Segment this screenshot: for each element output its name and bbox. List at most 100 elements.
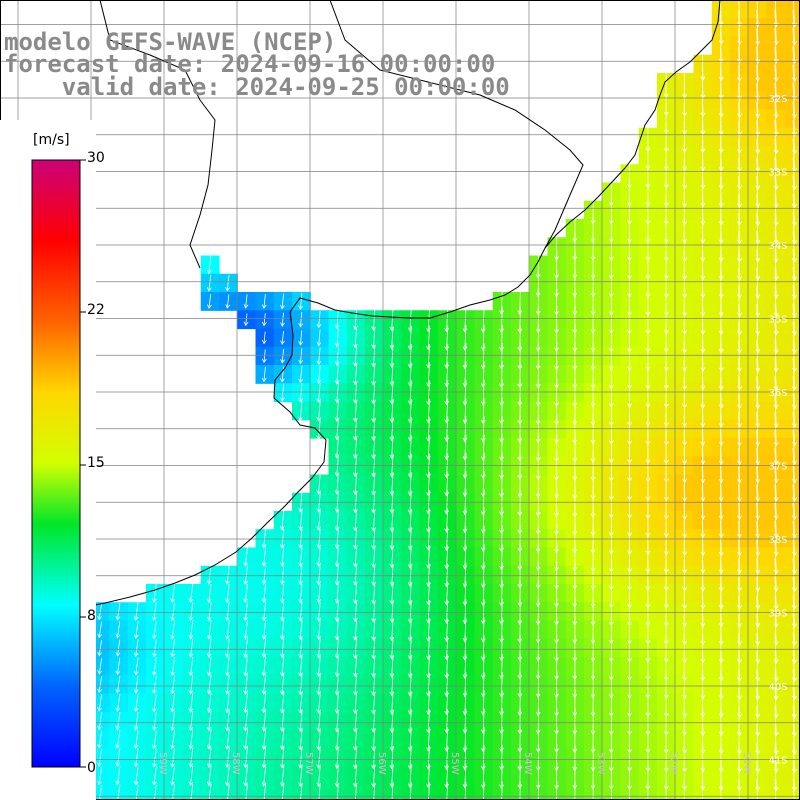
heatmap-cell: [784, 54, 800, 74]
heatmap-cell: [784, 237, 800, 257]
wind-arrow: [444, 544, 450, 570]
wind-arrow: [462, 343, 468, 370]
wind-arrow: [334, 346, 340, 366]
wind-arrow: [737, 46, 742, 82]
wind-arrow: [480, 397, 486, 425]
wind-arrow: [755, 101, 761, 137]
lon-label: 59W: [157, 752, 168, 775]
wind-arrow: [755, 120, 761, 154]
wind-arrow: [316, 311, 322, 329]
wind-arrow: [792, 230, 797, 263]
wind-arrow: [792, 46, 797, 82]
wind-arrow: [792, 157, 797, 191]
wind-arrow: [480, 507, 486, 534]
wind-arrow: [499, 361, 504, 388]
wind-arrow: [737, 521, 742, 557]
wind-arrow: [755, 46, 761, 82]
wind-arrow: [334, 546, 340, 568]
wind-arrow: [517, 506, 523, 535]
wind-arrow: [535, 487, 541, 517]
wind-arrow: [517, 342, 523, 370]
wind-arrow: [792, 212, 797, 245]
wind-arrow: [554, 542, 559, 572]
wind-arrow: [718, 84, 724, 118]
wind-arrow: [316, 347, 322, 366]
wind-arrow: [480, 361, 486, 388]
colorbar-tick-label: 22: [87, 302, 105, 318]
wind-arrow: [535, 543, 541, 571]
wind-arrow: [718, 286, 724, 317]
wind-arrow: [535, 269, 541, 297]
heatmap-cell: [784, 438, 800, 457]
heatmap-cell: [784, 693, 800, 713]
wind-arrow: [462, 507, 468, 534]
wind-arrow: [773, 267, 779, 299]
wind-arrow: [718, 231, 724, 263]
wind-arrow: [773, 340, 779, 373]
wind-arrow: [718, 47, 724, 82]
wind-arrow: [737, 466, 742, 502]
wind-arrow: [773, 429, 779, 466]
wind-arrow: [773, 484, 779, 520]
wind-arrow: [718, 521, 724, 557]
title-valid-date: valid date: 2024-09-25 00:00:00: [4, 73, 510, 101]
wind-arrow: [535, 360, 541, 389]
wind-arrow: [334, 364, 340, 385]
wind-arrow: [700, 121, 706, 154]
heatmap-cell: [784, 383, 800, 403]
wind-arrow: [773, 46, 779, 82]
wind-arrow: [261, 294, 267, 309]
wind-arrow: [462, 361, 468, 388]
wind-arrow: [718, 213, 724, 244]
wind-arrow: [480, 544, 486, 570]
wind-arrow: [792, 28, 797, 64]
heatmap-cell: [784, 18, 800, 38]
wind-arrow: [243, 313, 249, 327]
wind-arrow: [700, 484, 706, 520]
wind-arrow: [792, 101, 797, 137]
wind-arrow: [499, 306, 504, 334]
wind-arrow: [499, 397, 504, 425]
lon-label: 53W: [595, 752, 606, 775]
wind-arrow: [462, 398, 468, 424]
wind-arrow: [480, 324, 486, 352]
wind-arrow: [535, 342, 541, 370]
wind-arrow: [737, 120, 742, 154]
wind-arrow: [773, 120, 779, 155]
wind-arrow: [517, 360, 523, 389]
wind-arrow: [737, 65, 742, 100]
wind-arrow: [792, 285, 797, 318]
lon-label: 55W: [449, 752, 460, 775]
wind-arrow: [773, 0, 779, 28]
wind-arrow: [444, 489, 450, 515]
wind-arrow: [480, 343, 486, 370]
wind-arrow: [535, 469, 541, 499]
wind-arrow: [737, 340, 742, 372]
wind-arrow: [773, 10, 779, 46]
wind-arrow: [280, 293, 285, 310]
wind-arrow: [499, 433, 504, 462]
wind-arrow: [718, 139, 724, 172]
wind-arrow: [737, 429, 742, 466]
wind-arrow: [755, 139, 761, 172]
wind-arrow: [700, 430, 706, 465]
wind-arrow: [207, 294, 212, 309]
wind-arrow: [718, 376, 724, 409]
wind-arrow: [737, 322, 742, 354]
wind-arrow: [298, 528, 303, 549]
wind-arrow: [225, 294, 231, 309]
wind-arrow: [462, 526, 468, 552]
wind-arrow: [792, 64, 797, 101]
wind-arrow: [737, 0, 742, 27]
wind-arrow: [535, 306, 541, 334]
wind-arrow: [700, 466, 706, 502]
wind-arrow: [718, 340, 724, 372]
wind-arrow: [700, 340, 706, 372]
wind-arrow: [352, 327, 358, 349]
wind-arrow: [737, 139, 742, 172]
heatmap-cell: [784, 474, 800, 494]
wind-arrow: [737, 267, 742, 299]
wind-arrow: [755, 394, 761, 428]
lat-label: 32S: [768, 94, 787, 105]
